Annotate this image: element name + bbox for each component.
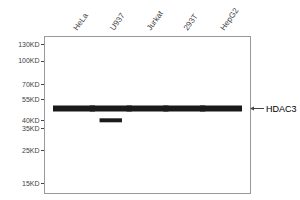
svg-text:130KD: 130KD: [18, 41, 39, 48]
svg-text:70KD: 70KD: [22, 81, 40, 88]
svg-text:Jurkat: Jurkat: [145, 9, 165, 33]
svg-text:15KD: 15KD: [22, 180, 40, 187]
svg-text:HeLa: HeLa: [72, 11, 91, 32]
svg-text:HepG2: HepG2: [219, 6, 241, 32]
svg-text:55KD: 55KD: [22, 96, 40, 103]
svg-text:40KD: 40KD: [22, 117, 40, 124]
svg-text:35KD: 35KD: [22, 125, 40, 132]
svg-text:25KD: 25KD: [22, 147, 40, 154]
svg-text:HDAC3: HDAC3: [266, 104, 297, 114]
svg-text:100KD: 100KD: [18, 57, 39, 64]
svg-text:U937: U937: [108, 11, 127, 32]
svg-text:293T: 293T: [182, 12, 200, 32]
